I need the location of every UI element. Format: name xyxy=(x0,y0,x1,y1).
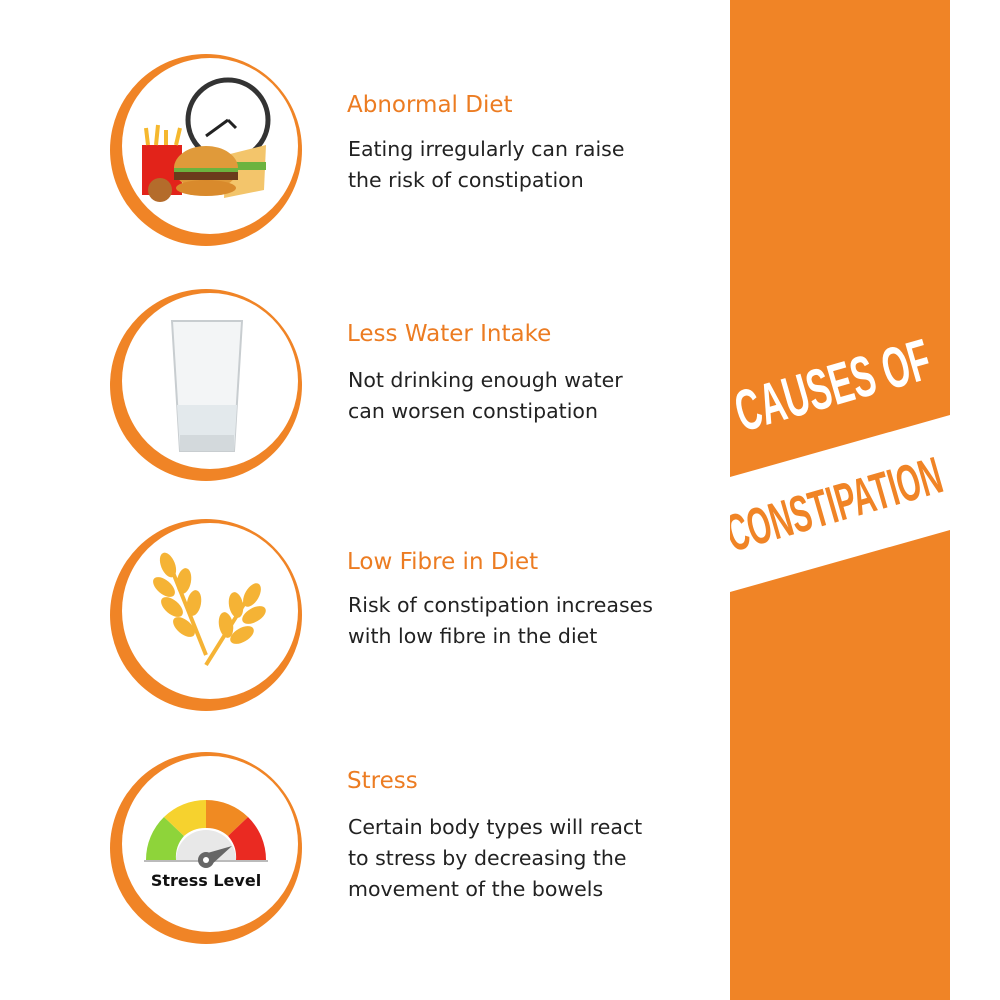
cause-stress: Stress Level Stress Certain body types w… xyxy=(0,748,720,948)
cause-low-fibre: Low Fibre in Diet Risk of constipation i… xyxy=(0,515,720,715)
cause-title: Abnormal Diet xyxy=(347,92,513,118)
wheat-icon xyxy=(110,519,302,711)
stress-level-label: Stress Level xyxy=(151,871,261,890)
causes-of-constipation-banner: CAUSES OF CONSTIPATION xyxy=(730,0,950,1000)
cause-abnormal-diet: Abnormal Diet Eating irregularly can rai… xyxy=(0,50,720,250)
desc-line: Certain body types will react xyxy=(348,815,643,839)
desc-line: Eating irregularly can raise xyxy=(348,137,625,161)
stress-gauge-icon: Stress Level xyxy=(110,752,302,944)
desc-line: movement of the bowels xyxy=(348,877,604,901)
cause-description: Not drinking enough water can worsen con… xyxy=(348,365,708,427)
desc-line: Risk of constipation increases xyxy=(348,593,653,617)
desc-line: to stress by decreasing the xyxy=(348,846,627,870)
cause-description: Eating irregularly can raise the risk of… xyxy=(348,134,708,196)
fast-food-clock-icon xyxy=(110,54,302,246)
cause-title: Stress xyxy=(347,768,418,794)
desc-line: Not drinking enough water xyxy=(348,368,623,392)
water-glass-icon xyxy=(110,289,302,481)
cause-less-water-intake: Less Water Intake Not drinking enough wa… xyxy=(0,285,720,485)
desc-line: can worsen constipation xyxy=(348,399,598,423)
cause-description: Risk of constipation increases with low … xyxy=(348,590,708,652)
cause-title: Low Fibre in Diet xyxy=(347,549,539,575)
desc-line: the risk of constipation xyxy=(348,168,584,192)
cause-title: Less Water Intake xyxy=(347,321,552,347)
cause-description: Certain body types will react to stress … xyxy=(348,812,708,905)
desc-line: with low fibre in the diet xyxy=(348,624,598,648)
